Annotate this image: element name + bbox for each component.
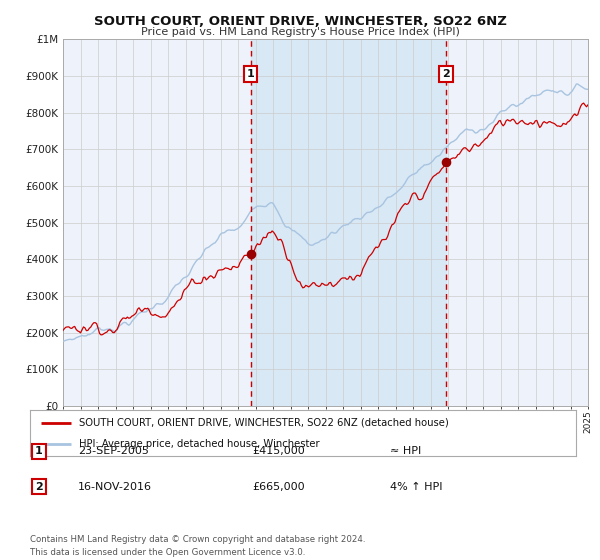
Point [441, 157, 451, 166]
Text: ≈ HPI: ≈ HPI [390, 446, 421, 456]
Text: HPI: Average price, detached house, Winchester: HPI: Average price, detached house, Winc… [79, 439, 320, 449]
Text: £415,000: £415,000 [252, 446, 305, 456]
Text: 4% ↑ HPI: 4% ↑ HPI [390, 482, 443, 492]
Bar [251, 39, 446, 406]
Text: SOUTH COURT, ORIENT DRIVE, WINCHESTER, SO22 6NZ (detached house): SOUTH COURT, ORIENT DRIVE, WINCHESTER, S… [79, 418, 449, 428]
Text: Price paid vs. HM Land Registry's House Price Index (HPI): Price paid vs. HM Land Registry's House … [140, 27, 460, 37]
Text: Contains HM Land Registry data © Crown copyright and database right 2024.
This d: Contains HM Land Registry data © Crown c… [30, 535, 365, 557]
Text: 1: 1 [247, 69, 254, 79]
Text: 23-SEP-2005: 23-SEP-2005 [78, 446, 149, 456]
Text: SOUTH COURT, ORIENT DRIVE, WINCHESTER, SO22 6NZ: SOUTH COURT, ORIENT DRIVE, WINCHESTER, S… [94, 15, 506, 27]
Text: £665,000: £665,000 [252, 482, 305, 492]
Text: 16-NOV-2016: 16-NOV-2016 [78, 482, 152, 492]
Text: 2: 2 [442, 69, 450, 79]
Text: 2: 2 [35, 482, 43, 492]
Point [246, 249, 256, 258]
Text: 1: 1 [35, 446, 43, 456]
